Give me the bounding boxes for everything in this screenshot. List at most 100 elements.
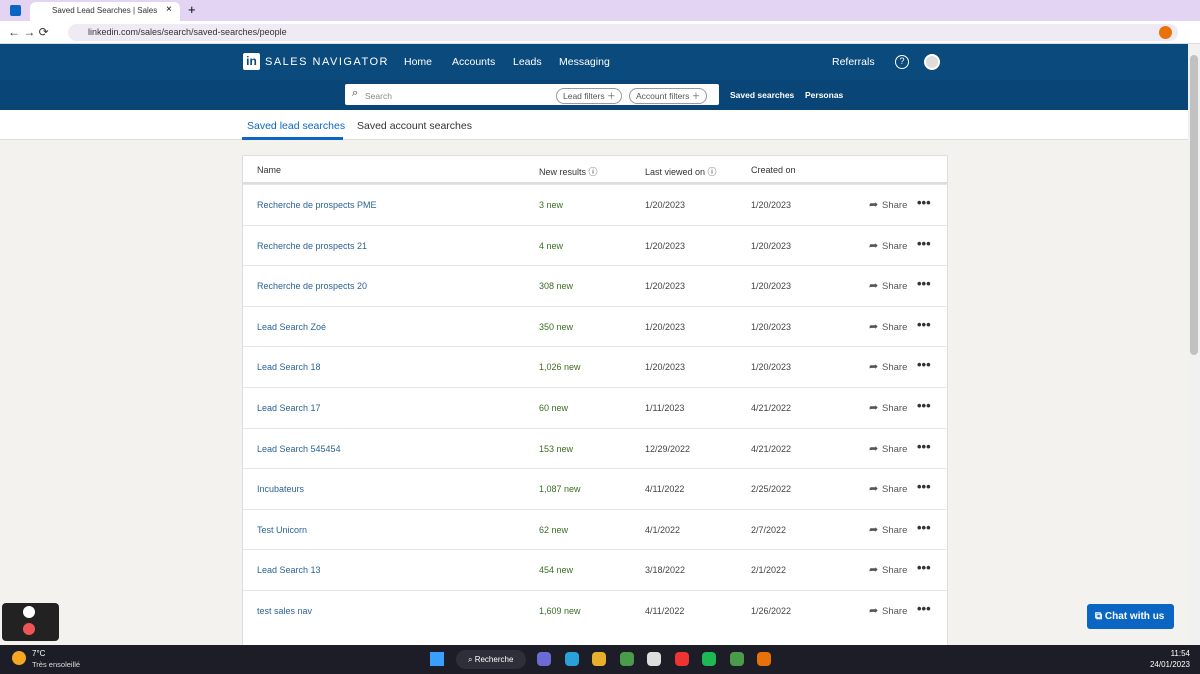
table-row[interactable]: Lead Search Zoé 350 new 1/20/2023 1/20/2023… — [243, 305, 947, 347]
share-icon[interactable]: ➦ — [869, 523, 879, 536]
more-button[interactable]: ••• — [917, 601, 931, 616]
more-button[interactable]: ••• — [917, 357, 931, 373]
share-button[interactable]: Share — [882, 484, 908, 496]
search-name[interactable]: Lead Search 13 — [257, 565, 321, 576]
search-name[interactable]: Recherche de prospects 21 — [257, 240, 368, 251]
chat-label[interactable]: Chat with us — [1104, 611, 1165, 622]
share-icon[interactable]: ➦ — [869, 361, 879, 374]
taskbar-app[interactable] — [702, 652, 716, 666]
logo[interactable]: in — [243, 53, 260, 70]
profile-avatar[interactable] — [1159, 26, 1172, 39]
share-icon[interactable]: ➦ — [869, 564, 879, 577]
stop-button[interactable] — [23, 623, 35, 635]
taskbar-app[interactable] — [674, 652, 689, 666]
table-row[interactable]: Lead Search 13 454 new 3/18/2022 2/1/2022 ➦ S… — [243, 549, 947, 590]
nav-item[interactable]: Leads — [513, 56, 542, 68]
search-name[interactable]: Lead Search 545454 — [257, 443, 341, 454]
share-icon[interactable]: ➦ — [869, 402, 879, 414]
taskbar-app[interactable] — [729, 652, 744, 666]
share-button[interactable]: Share — [882, 321, 908, 333]
more-button[interactable]: ••• — [917, 560, 931, 576]
user-avatar[interactable] — [924, 54, 940, 70]
referrals[interactable]: Referrals — [832, 56, 875, 68]
search-name[interactable]: Test Unicorn — [257, 524, 308, 535]
share-icon[interactable]: ➦ — [869, 199, 879, 211]
table-row[interactable]: Recherche de prospects 21 4 new 1/20/2023 1… — [243, 224, 947, 266]
more-button[interactable]: ••• — [917, 398, 931, 413]
taskbar-app[interactable] — [537, 652, 551, 666]
pause-button[interactable] — [23, 606, 35, 618]
more-button[interactable]: ••• — [917, 479, 931, 495]
search-name[interactable]: Incubateurs — [257, 484, 305, 495]
share-button[interactable]: Share — [882, 443, 908, 455]
brand[interactable]: SALES NAVIGATOR — [265, 56, 389, 68]
table-row[interactable]: Test Unicorn 62 new 4/1/2022 2/7/2022 ➦ Share… — [243, 508, 947, 550]
scroll-thumb[interactable] — [1190, 55, 1198, 355]
tab-title[interactable]: Saved Lead Searches | Sales Nav — [52, 6, 160, 15]
more-button[interactable]: ••• — [917, 235, 931, 251]
share-icon[interactable]: ➦ — [869, 483, 879, 496]
share-icon[interactable]: ➦ — [869, 280, 879, 293]
nav-item[interactable]: Home — [404, 56, 433, 68]
table-row[interactable]: test sales nav 1,609 new 4/11/2022 1/26/202… — [243, 590, 947, 631]
search-text[interactable]: Recherche — [474, 655, 514, 664]
share-button[interactable]: Share — [882, 403, 908, 414]
more-button[interactable]: ••• — [917, 195, 931, 210]
search-name[interactable]: Recherche de prospects 20 — [257, 281, 368, 292]
share-icon[interactable]: ➦ — [869, 239, 879, 252]
search-name[interactable]: test sales nav — [257, 606, 313, 616]
more-button[interactable]: ••• — [917, 438, 931, 454]
table-row[interactable]: Recherche de prospects 20 308 new 1/20/202… — [243, 265, 947, 306]
search-name[interactable]: Lead Search Zoé — [257, 321, 327, 332]
share-icon[interactable]: ➦ — [869, 320, 879, 333]
nav-item[interactable]: Messaging — [559, 56, 610, 68]
taskbar-app[interactable] — [564, 652, 579, 666]
share-button[interactable]: Share — [882, 362, 908, 374]
table-row[interactable]: Recherche de prospects PME 3 new 1/20/2023… — [243, 184, 947, 225]
filter-pill[interactable]: Account filters ＋ — [629, 88, 708, 104]
share-icon[interactable]: ➦ — [869, 605, 879, 617]
table-row[interactable]: Lead Search 545454 153 new 12/29/2022 4/21/… — [243, 427, 947, 469]
share-button[interactable]: Share — [882, 240, 908, 252]
share-button[interactable]: Share — [882, 524, 908, 536]
subnav-link[interactable]: Personas — [805, 90, 844, 100]
search-name[interactable]: Lead Search 17 — [257, 403, 321, 413]
table-row[interactable]: Lead Search 18 1,026 new 1/20/2023 1/20/202… — [243, 346, 947, 387]
help-icon[interactable]: ? — [895, 55, 909, 69]
taskbar-search[interactable] — [456, 650, 526, 669]
nav-buttons[interactable]: ← → ⟳ — [8, 25, 49, 39]
more-button[interactable]: ••• — [917, 276, 931, 292]
chat-button[interactable]: ⧉ Chat with us — [1087, 604, 1174, 629]
taskbar-app[interactable] — [757, 652, 771, 666]
filter-label[interactable]: Lead filters — [563, 91, 605, 101]
share-button[interactable]: Share — [882, 281, 908, 293]
taskbar-app[interactable] — [592, 652, 606, 666]
search-box[interactable] — [345, 84, 719, 105]
address-bar[interactable] — [68, 24, 1178, 41]
weather[interactable]: Très ensoleillé — [32, 660, 81, 669]
filter-pill[interactable]: Lead filters ＋ — [556, 88, 623, 104]
nav-item[interactable]: Accounts — [452, 56, 496, 68]
share-button[interactable]: Share — [882, 606, 908, 617]
url[interactable]: linkedin.com/sales/search/saved-searches… — [88, 27, 287, 37]
tab-active[interactable]: Saved lead searches — [247, 120, 346, 132]
temperature[interactable]: 7°C — [32, 649, 46, 658]
taskbar-app[interactable] — [647, 652, 661, 666]
search-placeholder[interactable]: Search — [365, 91, 392, 101]
new-tab[interactable]: + — [188, 2, 196, 17]
search-name[interactable]: Lead Search 18 — [257, 362, 321, 373]
active-tab[interactable] — [30, 2, 180, 21]
share-button[interactable]: Share — [882, 200, 908, 211]
share-button[interactable]: Share — [882, 565, 908, 577]
share-icon[interactable]: ➦ — [869, 442, 879, 455]
subnav-link[interactable]: Saved searches — [730, 90, 795, 100]
taskbar-app[interactable] — [619, 652, 634, 666]
table-row[interactable]: Lead Search 17 60 new 1/11/2023 4/21/2022 ➦ S… — [243, 387, 947, 428]
taskbar-search-label[interactable]: ⌕ Recherche — [468, 655, 514, 664]
filter-label[interactable]: Account filters — [636, 91, 690, 101]
search-name[interactable]: Recherche de prospects PME — [257, 200, 377, 210]
tab[interactable]: Saved account searches — [357, 120, 472, 132]
more-button[interactable]: ••• — [917, 519, 931, 535]
more-button[interactable]: ••• — [917, 316, 931, 332]
tab-close[interactable]: × — [166, 4, 172, 15]
